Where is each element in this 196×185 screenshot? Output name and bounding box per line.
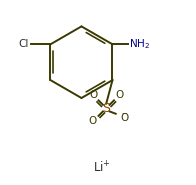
Text: Cl: Cl [18, 39, 28, 49]
Text: O: O [120, 113, 128, 123]
Text: O: O [89, 90, 98, 100]
Text: O: O [115, 90, 124, 100]
Text: Li$^{+}$: Li$^{+}$ [93, 160, 111, 175]
Text: O: O [89, 116, 97, 126]
Text: $^{-}$: $^{-}$ [121, 110, 128, 119]
Text: NH$_2$: NH$_2$ [129, 37, 150, 51]
Text: S: S [102, 102, 110, 115]
